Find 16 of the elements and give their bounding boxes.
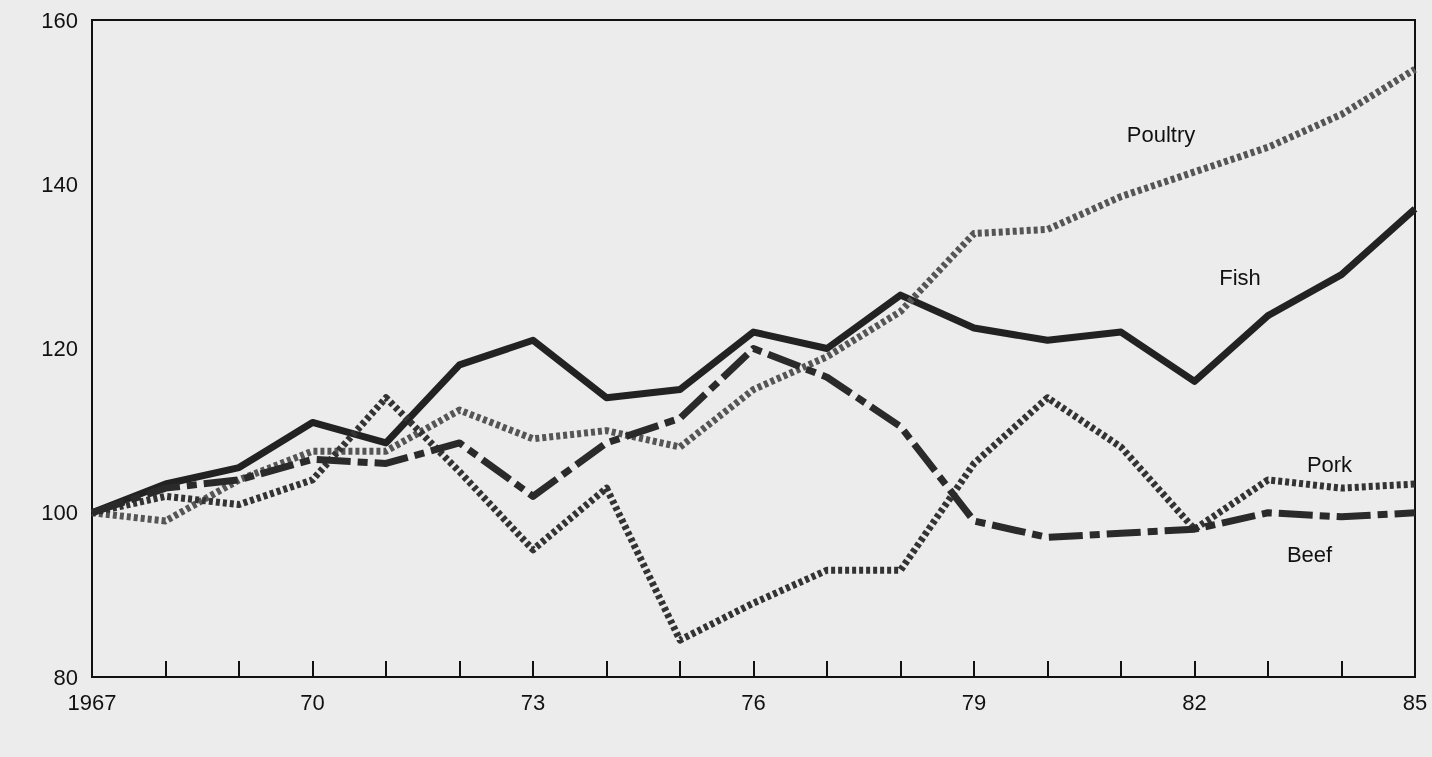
- y-tick-label: 100: [41, 500, 78, 526]
- x-tick-label: 73: [520, 689, 546, 715]
- series-label: Poultry: [1126, 122, 1196, 148]
- x-tick-label: 1967: [67, 689, 117, 715]
- x-tick-label: 70: [300, 689, 325, 715]
- series-label: Beef: [1286, 542, 1334, 568]
- y-tick-label: 160: [41, 7, 78, 33]
- series-label: Fish: [1219, 265, 1261, 291]
- y-tick-label: 120: [41, 336, 78, 361]
- x-tick-label: 82: [1182, 689, 1207, 715]
- y-tick-label: 140: [41, 171, 78, 197]
- x-tick-label: 85: [1402, 689, 1428, 715]
- series-label: Pork: [1306, 451, 1354, 477]
- x-tick-label: 79: [961, 689, 987, 715]
- y-tick-label: 80: [53, 664, 78, 690]
- x-tick-label: 76: [741, 689, 766, 715]
